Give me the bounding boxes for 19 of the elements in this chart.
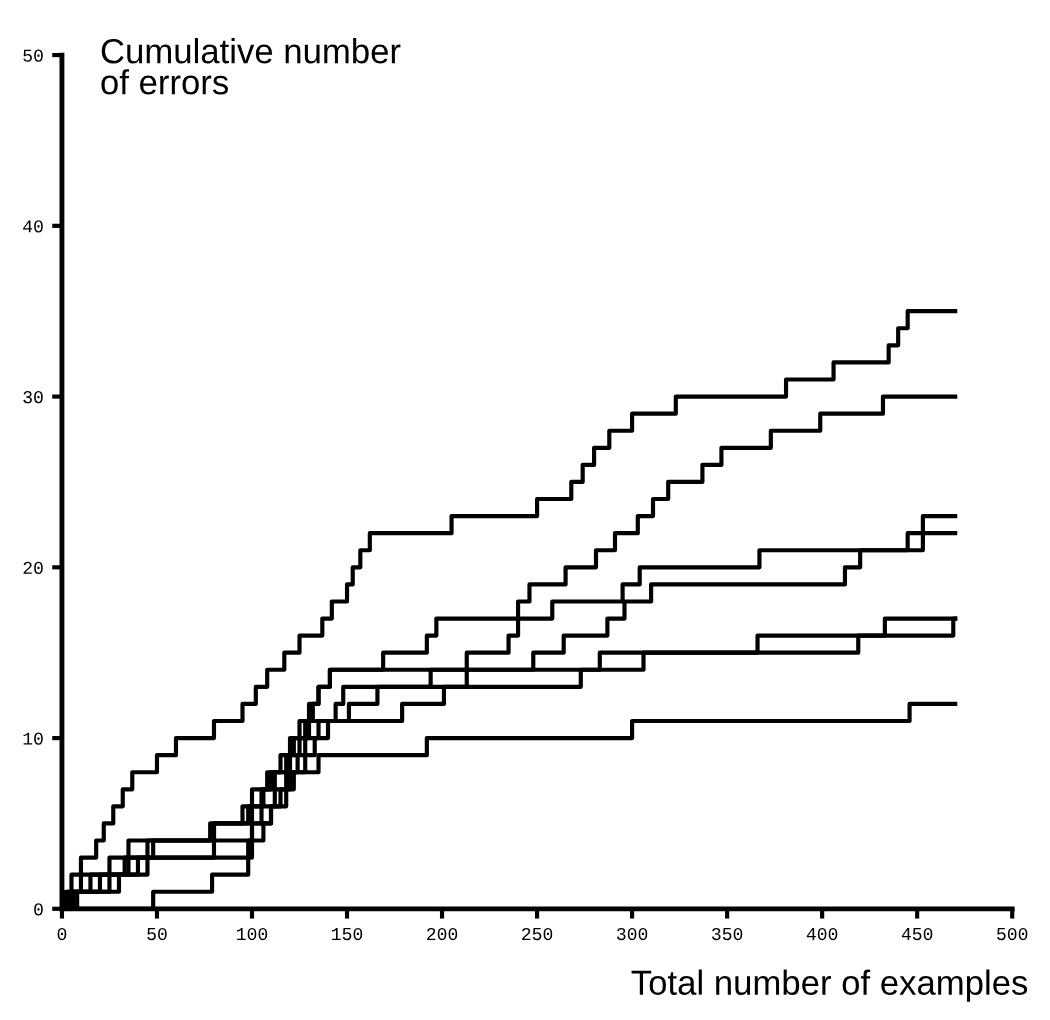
y-tick-label: 10	[23, 732, 43, 745]
y-tick-label: 50	[23, 49, 43, 62]
y-tick-label: 0	[34, 903, 43, 916]
x-tick-label: 100	[237, 927, 268, 941]
y-tick-label: 40	[23, 220, 43, 233]
x-tick-label: 50	[147, 927, 167, 941]
x-tick-label: 300	[616, 927, 648, 941]
x-tick-label: 150	[332, 927, 363, 941]
x-tick-label: 450	[901, 927, 933, 941]
y-tick-label: 20	[23, 561, 43, 575]
x-tick-label: 500	[997, 927, 1028, 941]
y-axis-title: Cumulative number of errors	[101, 38, 401, 95]
x-tick-label: 400	[806, 927, 838, 941]
x-tick-label: 200	[427, 927, 458, 941]
x-tick-label: 350	[712, 927, 743, 941]
x-axis-title: Total number of examples	[631, 969, 1028, 1002]
x-tick-label: 0	[57, 927, 67, 941]
x-tick-label: 250	[522, 927, 553, 941]
y-tick-label: 30	[23, 391, 43, 404]
